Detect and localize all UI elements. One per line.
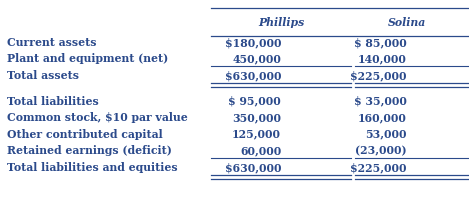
Text: Total liabilities and equities: Total liabilities and equities — [7, 162, 178, 173]
Text: 160,000: 160,000 — [358, 112, 407, 123]
Text: Total liabilities: Total liabilities — [7, 96, 99, 107]
Text: $630,000: $630,000 — [225, 70, 281, 81]
Text: 350,000: 350,000 — [232, 112, 281, 123]
Text: Solina: Solina — [387, 17, 426, 28]
Text: 450,000: 450,000 — [232, 54, 281, 64]
Text: $ 95,000: $ 95,000 — [228, 96, 281, 107]
Text: 140,000: 140,000 — [358, 54, 407, 64]
Text: Current assets: Current assets — [7, 37, 97, 48]
Text: $630,000: $630,000 — [225, 162, 281, 173]
Text: $ 85,000: $ 85,000 — [354, 37, 407, 48]
Text: 53,000: 53,000 — [365, 129, 407, 140]
Text: Retained earnings (deficit): Retained earnings (deficit) — [7, 145, 172, 156]
Text: Total assets: Total assets — [7, 70, 79, 81]
Text: $ 35,000: $ 35,000 — [354, 96, 407, 107]
Text: (23,000): (23,000) — [355, 145, 407, 156]
Text: $225,000: $225,000 — [350, 70, 407, 81]
Text: Plant and equipment (net): Plant and equipment (net) — [7, 54, 168, 64]
Text: $225,000: $225,000 — [350, 162, 407, 173]
Text: Phillips: Phillips — [258, 17, 304, 28]
Text: Other contributed capital: Other contributed capital — [7, 129, 163, 140]
Text: Common stock, $10 par value: Common stock, $10 par value — [7, 112, 188, 123]
Text: $180,000: $180,000 — [225, 37, 281, 48]
Text: 60,000: 60,000 — [240, 145, 281, 156]
Text: 125,000: 125,000 — [232, 129, 281, 140]
